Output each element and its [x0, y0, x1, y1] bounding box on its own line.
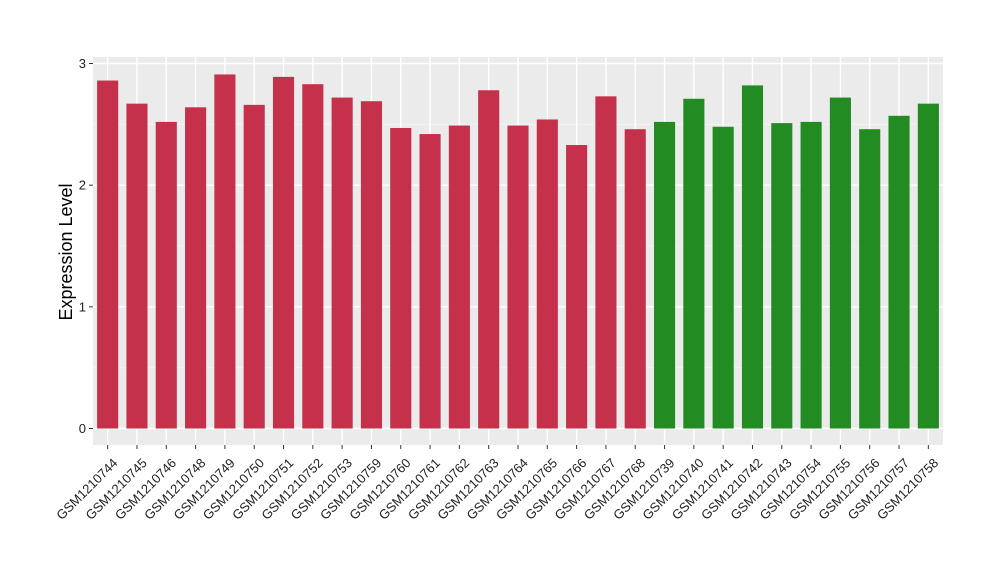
bar-GSM1210761 [419, 134, 441, 429]
bar-GSM1210740 [683, 98, 705, 429]
bar-GSM1210749 [214, 74, 236, 429]
bar-GSM1210739 [654, 121, 676, 429]
bar-GSM1210752 [302, 84, 324, 429]
bar-GSM1210758 [917, 103, 939, 429]
y-tick-label: 0 [79, 421, 86, 436]
y-tick-label: 2 [79, 178, 86, 193]
bar-GSM1210741 [712, 126, 734, 429]
bar-GSM1210744 [97, 80, 119, 429]
bar-GSM1210742 [741, 85, 764, 429]
bar-GSM1210767 [595, 96, 617, 429]
y-tick-label: 1 [79, 299, 86, 314]
bar-GSM1210746 [155, 121, 177, 429]
x-axis: GSM1210744GSM1210745GSM1210746GSM1210748… [53, 445, 941, 523]
y-axis-title: Expression Level [56, 183, 76, 320]
bar-GSM1210748 [185, 107, 207, 429]
bar-GSM1210754 [800, 121, 822, 429]
bar-GSM1210753 [331, 97, 353, 429]
bar-GSM1210756 [859, 129, 881, 429]
bar-GSM1210750 [243, 104, 265, 429]
bar-GSM1210757 [888, 115, 910, 429]
y-tick-label: 3 [79, 56, 86, 71]
bar-GSM1210765 [536, 119, 558, 429]
bar-GSM1210762 [448, 125, 470, 429]
bar-GSM1210743 [771, 123, 793, 429]
bar-GSM1210764 [507, 125, 529, 429]
bar-GSM1210763 [478, 90, 500, 429]
bar-GSM1210759 [360, 101, 382, 429]
bar-GSM1210751 [272, 76, 295, 429]
bars [97, 74, 939, 429]
bar-GSM1210745 [126, 103, 148, 429]
bar-GSM1210766 [566, 145, 588, 429]
bar-GSM1210760 [390, 127, 412, 429]
bar-GSM1210768 [624, 129, 646, 429]
y-axis: 0 1 2 3 [79, 56, 93, 436]
bar-GSM1210755 [829, 97, 851, 429]
